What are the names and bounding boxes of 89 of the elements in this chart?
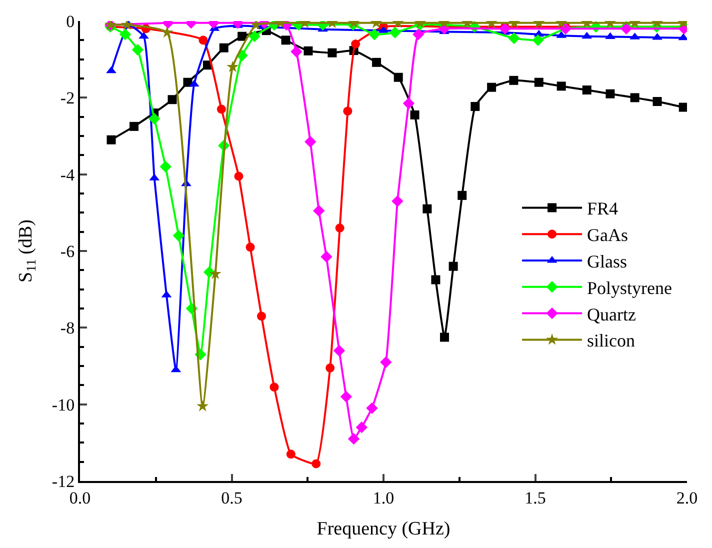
point — [286, 450, 296, 459]
point — [422, 204, 432, 214]
x-axis-title: Frequency (GHz) — [316, 518, 450, 540]
point — [394, 72, 403, 82]
point — [351, 40, 360, 48]
point — [320, 250, 332, 263]
point — [356, 421, 368, 434]
point — [290, 46, 302, 58]
point — [326, 363, 335, 372]
point — [652, 97, 662, 106]
y-tick-label: -10 — [52, 395, 75, 414]
point — [313, 204, 325, 217]
point — [532, 34, 544, 46]
point — [148, 112, 160, 125]
point — [412, 28, 424, 40]
legend-label: Polystyrene — [587, 278, 672, 298]
point — [246, 242, 255, 252]
point — [238, 32, 247, 41]
point — [216, 104, 226, 114]
point — [198, 36, 208, 45]
point — [183, 78, 192, 87]
point — [366, 402, 378, 414]
point — [130, 122, 139, 131]
point — [392, 195, 404, 208]
legend-label: silicon — [587, 330, 636, 351]
point — [168, 95, 177, 104]
point — [402, 98, 415, 110]
point — [333, 344, 346, 357]
point — [172, 230, 184, 242]
point — [606, 89, 615, 98]
point — [209, 268, 222, 280]
point — [138, 32, 149, 39]
point — [389, 26, 401, 38]
point — [630, 93, 640, 102]
y-tick-label: -6 — [60, 242, 75, 261]
y-tick-label: -2 — [60, 88, 75, 108]
point — [256, 312, 266, 321]
point — [328, 48, 337, 58]
point — [248, 30, 260, 42]
point — [219, 43, 228, 52]
x-tick-label: 0.0 — [69, 488, 91, 508]
point — [312, 459, 321, 468]
point — [304, 136, 316, 148]
point — [368, 28, 380, 40]
point — [440, 332, 449, 342]
point — [106, 66, 116, 74]
point — [340, 390, 352, 403]
x-tick-label: 1.0 — [372, 488, 394, 508]
point — [270, 382, 279, 392]
point — [304, 46, 313, 56]
legend-label: Glass — [587, 252, 628, 272]
point — [678, 102, 687, 112]
point — [119, 28, 132, 40]
y-tick-label: -12 — [52, 472, 75, 491]
point — [582, 86, 592, 94]
point — [534, 78, 544, 87]
legend-label: Quartz — [587, 304, 636, 324]
y-tick-label: -8 — [60, 318, 75, 338]
point — [431, 275, 440, 284]
point — [652, 32, 662, 40]
point — [448, 262, 458, 271]
point — [343, 106, 352, 116]
point — [372, 58, 382, 67]
legend-label: FR4 — [587, 198, 618, 219]
point — [281, 36, 290, 45]
point — [380, 356, 392, 368]
x-tick-label: 0.5 — [221, 488, 242, 508]
point — [499, 22, 511, 35]
point — [160, 160, 172, 173]
point — [487, 82, 496, 92]
legend-label: GaAs — [587, 225, 628, 246]
point — [234, 172, 244, 181]
point — [509, 76, 518, 85]
x-tick-label: 1.5 — [524, 488, 546, 508]
point — [196, 400, 209, 412]
point — [226, 60, 239, 72]
y-tick-label: 0 — [66, 12, 75, 31]
point — [132, 44, 144, 56]
point — [470, 102, 480, 111]
point — [556, 82, 566, 91]
point — [508, 32, 520, 44]
point — [458, 190, 467, 200]
point — [161, 26, 174, 38]
point — [106, 135, 116, 144]
point — [410, 110, 420, 120]
x-tick-label: 2.0 — [676, 488, 698, 508]
y-tick-label: -4 — [60, 165, 76, 184]
point — [335, 224, 344, 232]
point — [348, 432, 360, 445]
